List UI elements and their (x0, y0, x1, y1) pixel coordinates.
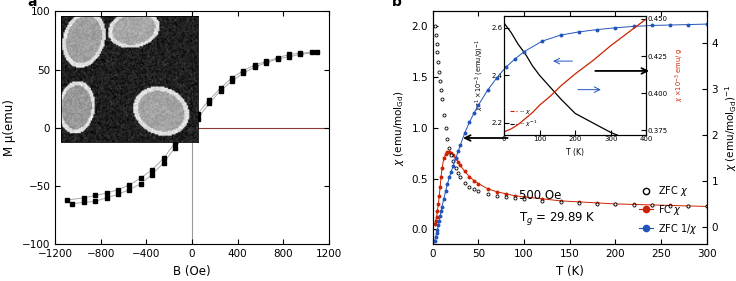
Text: a: a (28, 0, 38, 9)
Y-axis label: M μ(emu): M μ(emu) (4, 99, 16, 156)
Y-axis label: $\chi$ (emu/mol$_{\rm Gd}$): $\chi$ (emu/mol$_{\rm Gd}$) (392, 90, 406, 166)
Text: 500 Oe: 500 Oe (519, 189, 562, 202)
Y-axis label: $\chi$ (emu/mol$_{\rm Gd}$)$^{-1}$: $\chi$ (emu/mol$_{\rm Gd}$)$^{-1}$ (723, 85, 736, 171)
Text: b: b (392, 0, 402, 9)
Text: T$_g$ = 29.89 K: T$_g$ = 29.89 K (519, 210, 596, 227)
X-axis label: T (K): T (K) (556, 265, 584, 278)
X-axis label: B (Oe): B (Oe) (173, 265, 210, 278)
Y-axis label: $\chi$ ×10$^{-3}$ emu/ g: $\chi$ ×10$^{-3}$ emu/ g (673, 48, 686, 103)
Legend: ZFC $\chi$, FC $\chi$, ZFC 1/$\chi$: ZFC $\chi$, FC $\chi$, ZFC 1/$\chi$ (634, 180, 701, 240)
